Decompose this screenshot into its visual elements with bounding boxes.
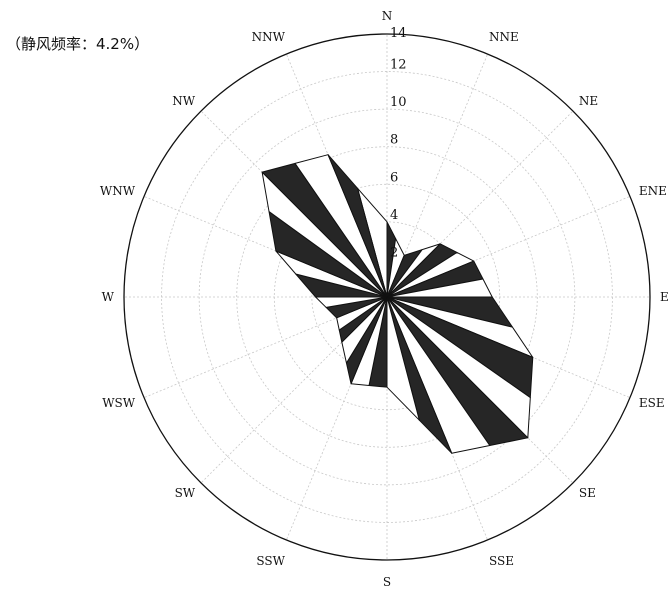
- direction-label-nne: NNE: [489, 30, 519, 44]
- direction-label-sw: SW: [175, 486, 196, 500]
- outer-ring: [123, 33, 651, 561]
- direction-label-sse: SSE: [489, 554, 514, 568]
- direction-label-ne: NE: [579, 94, 598, 108]
- radial-tick-label: 2: [390, 245, 398, 260]
- radial-tick-label: 4: [390, 208, 398, 223]
- direction-label-wsw: WSW: [102, 396, 136, 410]
- direction-label-ese: ESE: [639, 396, 665, 410]
- direction-label-nnw: NNW: [252, 30, 286, 44]
- direction-label-s: S: [383, 575, 391, 589]
- radial-tick-labels: 2 4 6 8 10 12 14: [390, 26, 407, 260]
- radial-tick-label: 12: [390, 58, 407, 73]
- direction-label-wnw: WNW: [100, 184, 136, 198]
- radial-tick-label: 6: [390, 170, 398, 185]
- direction-label-ene: ENE: [639, 184, 667, 198]
- direction-label-nw: NW: [172, 94, 196, 108]
- grid-ring: [236, 146, 538, 448]
- direction-label-ssw: SSW: [256, 554, 285, 568]
- direction-label-e: E: [660, 290, 669, 304]
- direction-labels: N NNE NE ENE E ESE SE SSE S SSW SW WSW W WNW NW NNW: [100, 9, 669, 589]
- direction-label-se: SE: [579, 486, 596, 500]
- grid-ring: [198, 108, 576, 486]
- sector-nnw-right: [327, 154, 388, 298]
- direction-label-w: W: [102, 290, 115, 304]
- radial-tick-label: 10: [390, 95, 407, 110]
- wind-sectors: [261, 154, 534, 454]
- calm-frequency-note: （静风频率：4.2%）: [6, 35, 150, 53]
- radial-tick-label: 14: [390, 26, 407, 41]
- radial-tick-label: 8: [390, 133, 398, 148]
- direction-label-n: N: [382, 9, 393, 23]
